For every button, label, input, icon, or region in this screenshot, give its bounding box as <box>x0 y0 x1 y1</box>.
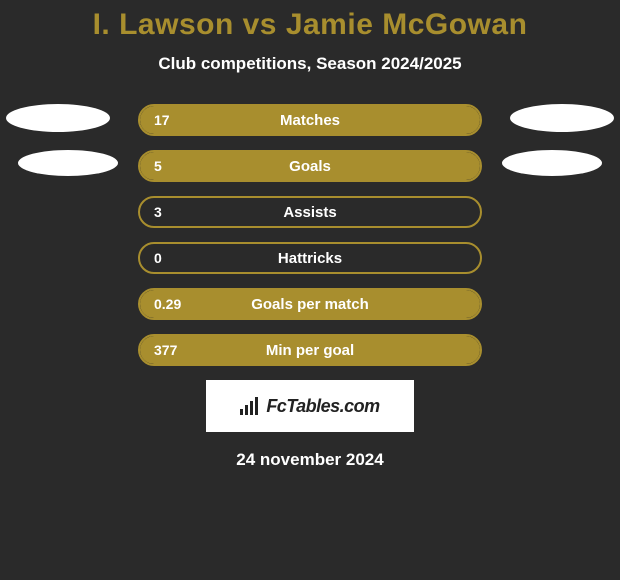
stat-row: 377 Min per goal <box>0 334 620 366</box>
stat-label: Goals per match <box>251 296 369 313</box>
stat-value: 377 <box>154 342 177 358</box>
source-badge: FcTables.com <box>206 380 414 432</box>
stat-row: 0 Hattricks <box>0 242 620 274</box>
stat-label: Hattricks <box>278 250 342 267</box>
stat-label: Min per goal <box>266 342 354 359</box>
stat-value: 17 <box>154 112 170 128</box>
stat-value: 0 <box>154 250 162 266</box>
stat-bar: 3 Assists <box>138 196 482 228</box>
chart-icon <box>240 397 260 415</box>
infographic-container: I. Lawson vs Jamie McGowan Club competit… <box>0 0 620 580</box>
stat-row: 0.29 Goals per match <box>0 288 620 320</box>
stat-row: 3 Assists <box>0 196 620 228</box>
stats-area: 17 Matches 5 Goals 3 Assists 0 Hattricks 0.29 Goa… <box>0 104 620 366</box>
stat-value: 5 <box>154 158 162 174</box>
date-label: 24 november 2024 <box>0 450 620 470</box>
page-title: I. Lawson vs Jamie McGowan <box>0 8 620 42</box>
stat-bar: 17 Matches <box>138 104 482 136</box>
stat-bar: 0.29 Goals per match <box>138 288 482 320</box>
stat-label: Matches <box>280 112 340 129</box>
stat-label: Assists <box>283 204 336 221</box>
stat-bar: 0 Hattricks <box>138 242 482 274</box>
stat-value: 3 <box>154 204 162 220</box>
subtitle: Club competitions, Season 2024/2025 <box>0 54 620 74</box>
stat-row: 5 Goals <box>0 150 620 182</box>
stat-value: 0.29 <box>154 296 181 312</box>
stat-label: Goals <box>289 158 331 175</box>
stat-bar: 5 Goals <box>138 150 482 182</box>
stat-row: 17 Matches <box>0 104 620 136</box>
badge-text: FcTables.com <box>266 396 379 417</box>
stat-bar: 377 Min per goal <box>138 334 482 366</box>
